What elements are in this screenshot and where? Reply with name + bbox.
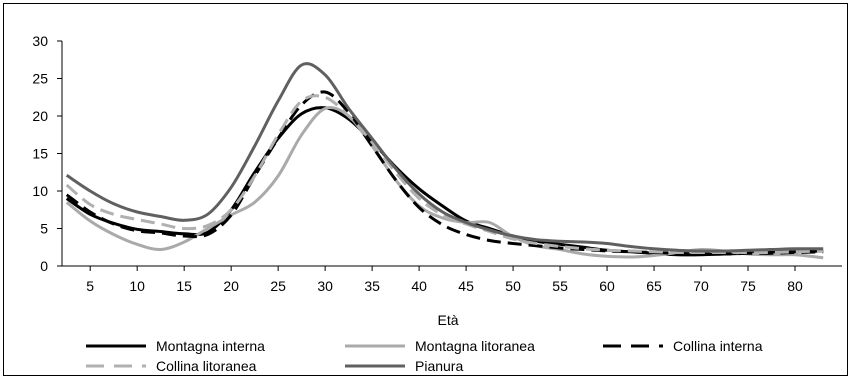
legend-label-2: Montagna litoranea bbox=[415, 338, 535, 354]
series-lines bbox=[65, 62, 824, 260]
x-tick-label: 15 bbox=[176, 278, 192, 294]
x-axis-label: Età bbox=[437, 312, 458, 328]
series-line-3 bbox=[65, 90, 824, 256]
y-tick-label: 20 bbox=[32, 108, 48, 124]
x-tick-label: 40 bbox=[411, 278, 427, 294]
x-tick-label: 50 bbox=[505, 278, 521, 294]
legend-label-3: Collina interna bbox=[673, 338, 763, 354]
series-line-5 bbox=[65, 62, 824, 253]
x-tick-label: 30 bbox=[317, 278, 333, 294]
x-tick-label: 35 bbox=[364, 278, 380, 294]
x-tick-label: 10 bbox=[129, 278, 145, 294]
legend-label-1: Montagna interna bbox=[156, 338, 265, 354]
series-line-4 bbox=[65, 94, 824, 255]
legend-label-5: Pianura bbox=[415, 358, 463, 374]
legend-label-4: Collina litoranea bbox=[156, 358, 257, 374]
x-tick-label: 75 bbox=[740, 278, 756, 294]
x-tick-label: 70 bbox=[693, 278, 709, 294]
series-line-1 bbox=[65, 106, 824, 257]
axes: 0 5 10 15 20 25 30 5 10 15 20 25 30 35 40 45 50 55 60 65 70 7… bbox=[32, 33, 842, 294]
x-tick-label: 60 bbox=[599, 278, 615, 294]
x-tick-label: 55 bbox=[552, 278, 568, 294]
y-tick-label: 30 bbox=[32, 33, 48, 49]
x-tick-label: 25 bbox=[270, 278, 286, 294]
y-tick-label: 25 bbox=[32, 71, 48, 87]
x-tick-label: 20 bbox=[223, 278, 239, 294]
x-tick-label: 65 bbox=[646, 278, 662, 294]
y-tick-label: 10 bbox=[32, 183, 48, 199]
x-tick-label: 45 bbox=[458, 278, 474, 294]
y-tick-label: 5 bbox=[40, 221, 48, 237]
x-tick-label: 80 bbox=[787, 278, 803, 294]
series-line-2 bbox=[65, 105, 824, 260]
y-tick-label: 15 bbox=[32, 146, 48, 162]
x-tick-label: 5 bbox=[86, 278, 94, 294]
y-tick-label: 0 bbox=[40, 258, 48, 274]
chart-frame bbox=[3, 3, 848, 376]
legend: Montagna interna Montagna litoranea Collin… bbox=[86, 338, 763, 374]
